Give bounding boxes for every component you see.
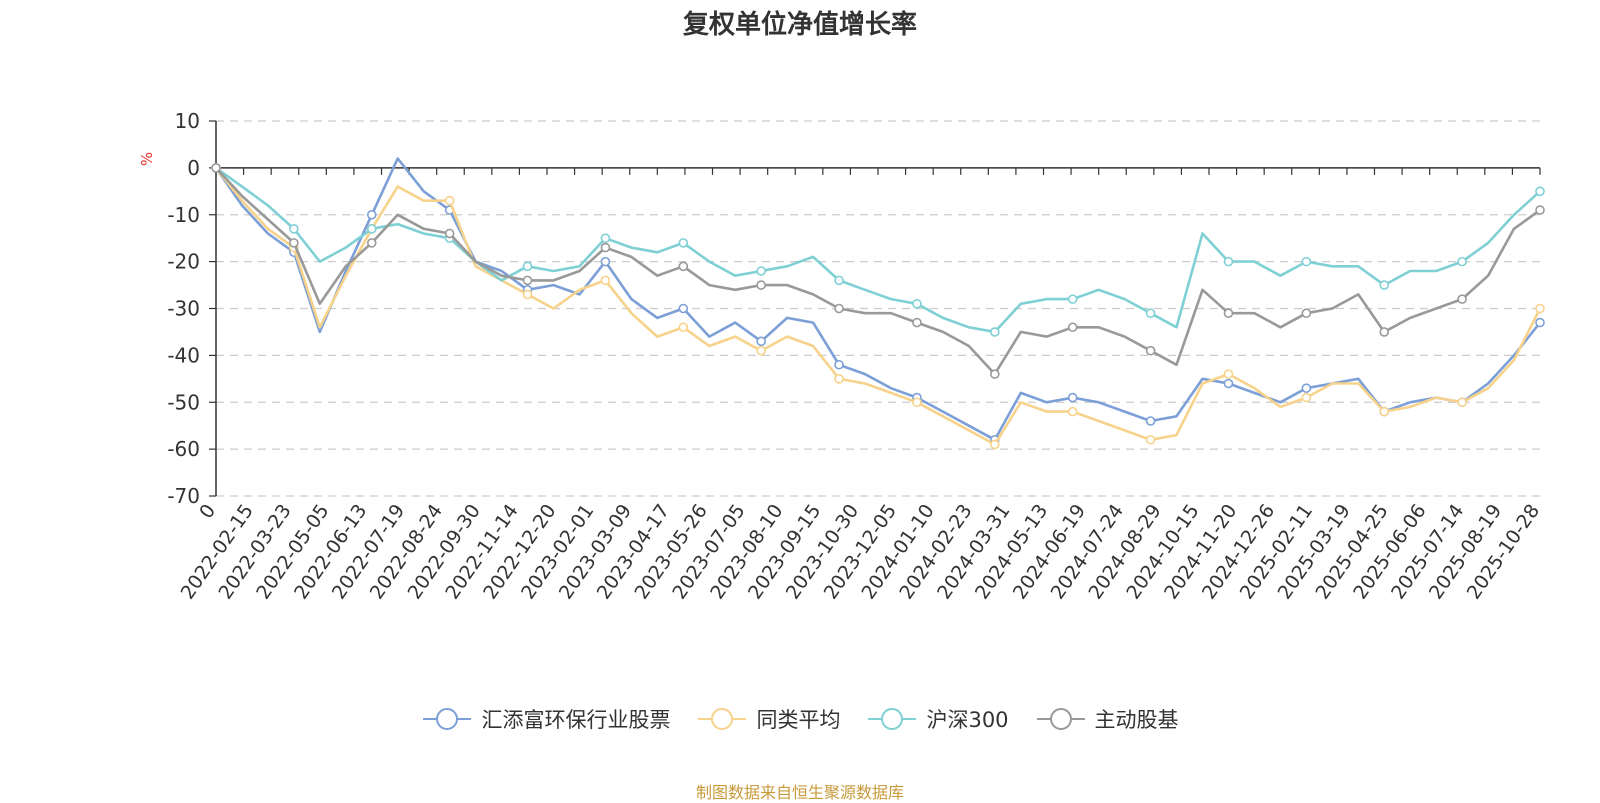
data-point [1379,406,1390,417]
data-point [289,224,299,234]
y-tick-label: 10 [175,109,200,133]
y-tick-label: -60 [167,437,200,461]
legend-marker-icon [423,708,472,730]
data-point [756,345,766,356]
data-point [990,327,1000,337]
data-point [1067,392,1078,403]
data-point [834,303,844,314]
data-point [366,224,377,234]
legend-item[interactable]: 汇添富环保行业股票 [421,704,670,734]
data-point [912,299,922,309]
source-note: 制图数据来自恒生聚源数据库 [695,783,904,802]
data-point [834,374,844,384]
data-point [1379,327,1390,337]
y-tick-label: -10 [167,203,200,227]
data-point [289,238,299,248]
data-point [1457,256,1467,267]
y-tick-label: -50 [167,390,200,414]
y-tick-label: 0 [187,156,200,180]
series-line-4 [215,167,1541,376]
data-point [1223,308,1234,318]
data-point [912,317,922,328]
data-point [1457,397,1467,408]
y-tick-label: -40 [167,343,200,367]
data-point [1301,383,1312,393]
data-point [678,303,689,314]
chart-area: 100-10-20-30-40-50-60-7002022-02-152022-… [167,109,1545,603]
legend-label: 沪深300 [926,708,1009,732]
y-tick-label: -70 [167,484,200,508]
data-point [444,195,455,206]
data-point [756,266,766,276]
data-point [990,369,1000,379]
data-point [1535,317,1545,328]
data-point [1457,294,1467,304]
legend-marker-icon [698,708,747,730]
legend-marker-icon [1036,708,1085,730]
data-point [522,289,533,300]
data-point [678,238,689,248]
data-point [756,336,766,347]
data-point [1145,434,1156,445]
series-line-3 [215,166,1541,334]
data-point [1145,308,1156,318]
y-tick-label: -30 [167,297,200,321]
data-point [1067,294,1078,304]
series-line-2 [214,167,1542,446]
data-point [366,209,377,220]
chart-title: 复权单位净值增长率 [682,10,917,40]
legend: 汇添富环保行业股票 同类平均 沪深300 主动股基 [0,704,1600,734]
series-line-1 [214,157,1542,442]
data-point [444,228,455,239]
data-point [600,256,611,267]
data-point [1067,406,1078,417]
legend-item[interactable]: 主动股基 [1035,704,1179,734]
legend-item[interactable]: 同类平均 [696,704,840,734]
legend-label: 汇添富环保行业股票 [481,708,671,732]
data-point [756,280,766,290]
data-point [912,397,922,408]
data-point [990,439,1000,450]
data-point [834,275,844,286]
data-point [1535,205,1545,215]
data-point [678,322,689,333]
data-point [366,238,377,248]
data-point [522,261,533,272]
legend-label: 同类平均 [756,708,841,732]
data-point [1535,303,1545,314]
data-point [834,359,844,370]
data-point [1067,322,1078,333]
data-point [1223,369,1234,379]
legend-label: 主动股基 [1094,708,1179,732]
data-point [1301,308,1312,318]
data-point [522,275,533,286]
data-point [211,163,221,173]
data-point [600,275,611,286]
legend-marker-icon [868,708,917,730]
data-point [1301,256,1312,267]
data-point [1145,345,1156,356]
data-point [600,233,611,243]
data-point [678,261,689,272]
data-point [1535,186,1545,197]
data-point [1301,392,1312,403]
data-point [1223,256,1234,267]
x-tick-label: 0 [195,500,220,523]
legend-item[interactable]: 沪深300 [866,704,1009,734]
data-point [600,242,611,253]
data-point [1145,416,1156,426]
data-point [1379,280,1390,290]
y-tick-label: -20 [167,250,200,274]
data-point [1223,378,1234,389]
